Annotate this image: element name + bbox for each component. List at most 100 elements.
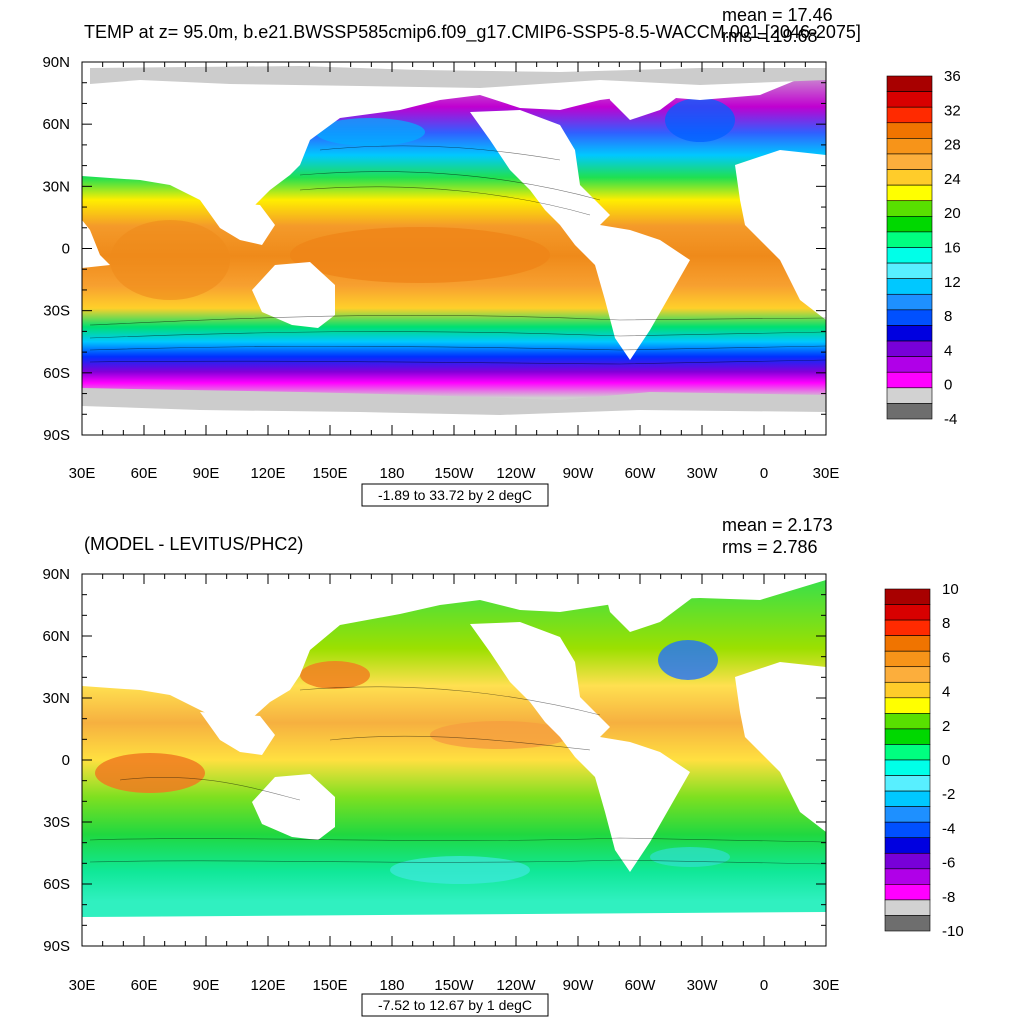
colorbar-label: -2: [942, 786, 955, 803]
colorbar-swatch: [886, 387, 933, 404]
range-label: -1.89 to 33.72 by 2 degC: [378, 487, 532, 503]
colorbar-swatch: [886, 247, 933, 264]
x-tick-label: 90E: [193, 977, 220, 994]
colorbar-swatch: [884, 697, 931, 714]
colorbar-swatch: [884, 666, 931, 683]
colorbar-swatch: [886, 153, 933, 170]
colorbar-swatch: [884, 899, 931, 916]
colorbar-label: 2: [942, 718, 950, 735]
colorbar-label: 8: [944, 308, 952, 325]
colorbar-label: -6: [942, 855, 955, 872]
land-asia-maritime: [200, 712, 275, 755]
x-tick-label: 150W: [434, 977, 474, 994]
x-tick-label: 150E: [312, 977, 347, 994]
y-axis: 90N 60N 30N 0 30S 60S 90S: [42, 54, 826, 444]
colorbar-swatch: [884, 884, 931, 901]
y-tick-label: 90N: [42, 54, 70, 71]
panel-title: TEMP at z= 95.0m, b.e21.BWSSP585cmip6.f0…: [84, 22, 861, 43]
x-tick-label: 0: [760, 465, 768, 482]
colorbar-swatch: [886, 75, 933, 92]
colorbar-swatch: [886, 200, 933, 217]
x-tick-label: 30W: [687, 465, 719, 482]
x-tick-label: 90W: [563, 977, 595, 994]
colorbar-swatch: [884, 821, 931, 839]
x-tick-label: 30W: [687, 977, 719, 994]
y-axis: 90N 60N 30N 0 30S 60S 90S: [42, 566, 826, 955]
y-tick-label: 90S: [43, 938, 70, 955]
x-tick-label: 60W: [625, 465, 657, 482]
y-tick-label: 30N: [42, 178, 70, 195]
contour-lines: [89, 686, 826, 865]
colorbar-swatch: [886, 309, 933, 326]
land-asia-maritime: [200, 200, 275, 245]
colorbar-swatch: [884, 915, 931, 932]
land-europe-africa: [735, 150, 826, 320]
land-north: [82, 574, 826, 725]
anomaly-coldspot: [650, 847, 730, 867]
colorbar-label: 0: [942, 752, 950, 769]
anomaly-hotspot: [95, 753, 205, 793]
anomaly-coldspot: [390, 856, 530, 884]
colorbar-swatch: [884, 681, 931, 699]
anomaly-hotspot: [430, 721, 570, 749]
x-tick-label: 30E: [69, 465, 96, 482]
y-tick-label: 90N: [42, 566, 70, 583]
x-tick-label: 0: [760, 977, 768, 994]
y-tick-label: 30S: [43, 303, 70, 320]
anomaly-coldspot: [658, 640, 718, 680]
range-label-box: [361, 483, 549, 507]
colorbar-swatch: [886, 293, 933, 311]
land-greenland: [600, 574, 700, 632]
x-tick-label: 150E: [312, 465, 347, 482]
colorbar-label: 20: [944, 205, 961, 222]
colorbar-swatch: [884, 759, 931, 776]
colorbar-swatch: [886, 231, 933, 248]
land-australia: [252, 774, 335, 840]
land-australia: [252, 262, 335, 328]
colorbar-swatch: [884, 775, 931, 792]
x-axis: 30E 60E 90E 120E 150E 180 150W 120W 90W 60W 30W 0 30…: [69, 62, 840, 482]
x-tick-label: 60E: [131, 977, 158, 994]
colorbar-swatch: [884, 604, 931, 621]
colorbar-label: -8: [942, 889, 955, 906]
colorbar-swatch: [886, 340, 933, 357]
colorbar-swatch: [886, 91, 933, 108]
colorbar-swatch: [884, 744, 931, 761]
y-tick-label: 60N: [42, 116, 70, 133]
x-tick-label: 90E: [193, 465, 220, 482]
sea-ice: [82, 388, 826, 415]
colorbar-swatch: [884, 868, 931, 885]
colorbar-swatch: [886, 169, 933, 186]
land-europe-africa: [735, 662, 826, 832]
range-label: -7.52 to 12.67 by 1 degC: [378, 997, 532, 1013]
y-tick-label: 30N: [42, 690, 70, 707]
colorbar-swatch: [884, 728, 931, 745]
colorbar-label: 4: [942, 684, 950, 701]
colorbar: 10 8 6 4 2 0 -2 -4 -6 -8 -10: [884, 581, 964, 940]
colorbar-label: 4: [944, 342, 952, 359]
colorbar-label: -10: [942, 923, 964, 940]
mean-stat: mean = 2.173: [722, 515, 833, 535]
land-north: [82, 62, 826, 215]
warm-pool: [290, 227, 550, 283]
y-tick-label: 30S: [43, 814, 70, 831]
colorbar-swatch: [886, 106, 933, 124]
colorbar-swatch: [886, 262, 933, 279]
x-tick-label: 30E: [813, 465, 840, 482]
colorbar-label: -4: [942, 820, 955, 837]
warm-pool: [110, 220, 230, 300]
y-tick-label: 60S: [43, 876, 70, 893]
colorbar-swatch: [884, 790, 931, 807]
panel-title: (MODEL - LEVITUS/PHC2): [84, 534, 303, 554]
difference-panel: (MODEL - LEVITUS/PHC2) mean = 2.173 rms …: [42, 515, 964, 1017]
colorbar-swatch: [884, 635, 931, 652]
colorbar-swatch: [884, 650, 931, 668]
y-tick-label: 60N: [42, 628, 70, 645]
colorbar-swatch: [884, 588, 931, 605]
range-label-box: [361, 993, 549, 1017]
colorbar-swatch: [886, 278, 933, 295]
y-tick-label: 90S: [43, 427, 70, 444]
cold-gyre: [665, 98, 735, 142]
colorbar-swatch: [886, 122, 933, 139]
colorbar-label: -4: [944, 411, 957, 428]
